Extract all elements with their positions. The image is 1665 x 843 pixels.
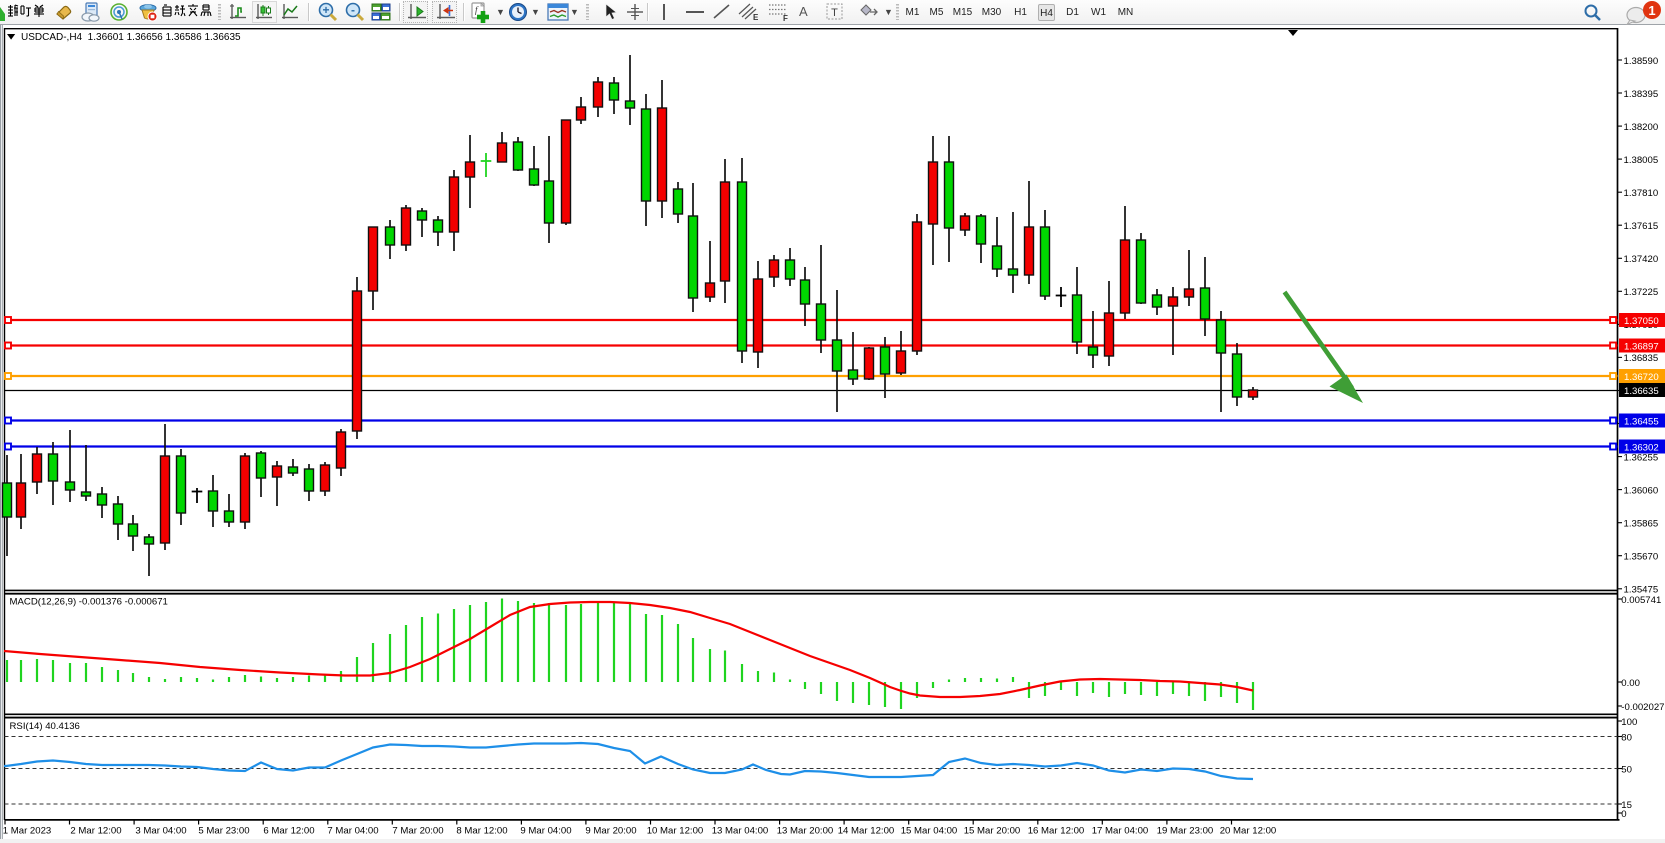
svg-text:+: + <box>322 3 329 17</box>
svg-text:1.36455: 1.36455 <box>1624 416 1659 427</box>
svg-text:f: f <box>475 5 479 15</box>
svg-text:15: 15 <box>1621 800 1632 811</box>
svg-text:0.00: 0.00 <box>1621 678 1640 689</box>
svg-text:F: F <box>783 14 788 22</box>
svg-text:13 Mar 04:00: 13 Mar 04:00 <box>712 826 769 837</box>
svg-text:10 Mar 12:00: 10 Mar 12:00 <box>647 826 704 837</box>
svg-text:6 Mar 12:00: 6 Mar 12:00 <box>263 826 314 837</box>
svg-text:0.005741: 0.005741 <box>1621 595 1661 606</box>
svg-text:MACD(12,26,9) -0.001376 -0.000: MACD(12,26,9) -0.001376 -0.000671 <box>10 597 168 608</box>
svg-text:1.35865: 1.35865 <box>1624 519 1659 530</box>
svg-text:-: - <box>351 3 355 17</box>
svg-text:9 Mar 20:00: 9 Mar 20:00 <box>585 826 636 837</box>
svg-text:9 Mar 04:00: 9 Mar 04:00 <box>520 826 571 837</box>
svg-text:80: 80 <box>1621 732 1632 743</box>
svg-text:50: 50 <box>1621 764 1632 775</box>
svg-text:RSI(14) 40.4136: RSI(14) 40.4136 <box>10 721 80 732</box>
svg-text:1.37050: 1.37050 <box>1624 316 1659 327</box>
svg-text:5 Mar 23:00: 5 Mar 23:00 <box>198 826 249 837</box>
svg-text:14 Mar 12:00: 14 Mar 12:00 <box>838 826 895 837</box>
svg-text:E: E <box>753 13 759 22</box>
svg-text:13 Mar 20:00: 13 Mar 20:00 <box>777 826 834 837</box>
svg-text:1.38395: 1.38395 <box>1624 89 1659 100</box>
svg-text:19 Mar 23:00: 19 Mar 23:00 <box>1157 826 1214 837</box>
svg-text:1.35670: 1.35670 <box>1624 552 1659 563</box>
svg-text:1: 1 <box>1648 3 1655 18</box>
svg-text:1.36897: 1.36897 <box>1624 341 1659 352</box>
svg-text:1.37615: 1.37615 <box>1624 221 1659 232</box>
svg-text:3 Mar 04:00: 3 Mar 04:00 <box>135 826 186 837</box>
svg-text:1.38200: 1.38200 <box>1624 122 1659 133</box>
svg-text:15 Mar 04:00: 15 Mar 04:00 <box>901 826 958 837</box>
svg-text:1.36255: 1.36255 <box>1624 452 1659 463</box>
svg-text:100: 100 <box>1621 717 1637 728</box>
svg-text:1.36302: 1.36302 <box>1624 442 1659 453</box>
svg-text:1.36720: 1.36720 <box>1624 372 1659 383</box>
svg-text:2 Mar 12:00: 2 Mar 12:00 <box>70 826 121 837</box>
svg-text:1.36835: 1.36835 <box>1624 353 1659 364</box>
svg-text:1.37225: 1.37225 <box>1624 287 1659 298</box>
svg-text:16 Mar 12:00: 16 Mar 12:00 <box>1028 826 1085 837</box>
svg-text:-0.002027: -0.002027 <box>1621 702 1664 713</box>
svg-text:7 Mar 04:00: 7 Mar 04:00 <box>327 826 378 837</box>
svg-text:1.36060: 1.36060 <box>1624 485 1659 496</box>
svg-text:20 Mar 12:00: 20 Mar 12:00 <box>1220 826 1277 837</box>
svg-text:17 Mar 04:00: 17 Mar 04:00 <box>1092 826 1149 837</box>
svg-text:1.36635: 1.36635 <box>1624 386 1659 397</box>
svg-text:1.35475: 1.35475 <box>1624 585 1659 596</box>
svg-text:7 Mar 20:00: 7 Mar 20:00 <box>392 826 443 837</box>
svg-text:1.37420: 1.37420 <box>1624 254 1659 265</box>
svg-text:T: T <box>831 7 838 19</box>
svg-text:USDCAD-,H4 1.36601 1.36656 1.: USDCAD-,H4 1.36601 1.36656 1.36586 1.366… <box>21 32 241 43</box>
svg-text:8 Mar 12:00: 8 Mar 12:00 <box>456 826 507 837</box>
svg-text:1.37810: 1.37810 <box>1624 188 1659 199</box>
svg-text:1.38005: 1.38005 <box>1624 155 1659 166</box>
svg-text:15 Mar 20:00: 15 Mar 20:00 <box>964 826 1021 837</box>
svg-text:0: 0 <box>1621 809 1626 820</box>
svg-text:1 Mar 2023: 1 Mar 2023 <box>3 826 52 837</box>
svg-text:1.38590: 1.38590 <box>1624 56 1659 67</box>
